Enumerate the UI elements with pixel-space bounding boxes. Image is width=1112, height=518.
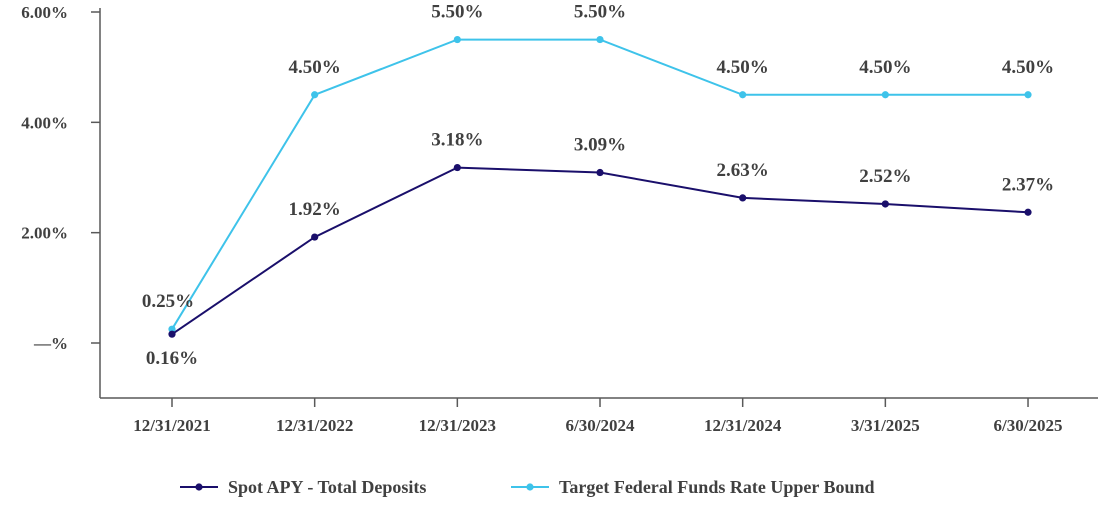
x-tick-label: 12/31/2024 (704, 416, 782, 435)
data-point (596, 168, 604, 177)
data-point (596, 35, 604, 44)
data-point (453, 163, 461, 172)
data-point (453, 35, 461, 44)
x-tick-label: 12/31/2023 (419, 416, 496, 435)
y-tick-label: 2.00% (21, 224, 68, 243)
series-line (171, 166, 1029, 336)
data-label: 4.50% (717, 57, 769, 78)
data-label: 5.50% (431, 2, 483, 23)
series-layer (168, 35, 1032, 338)
data-label: 0.16% (146, 348, 198, 369)
x-tick-label: 6/30/2024 (566, 416, 635, 435)
data-label: 2.37% (1002, 174, 1054, 195)
legend-swatch-marker (195, 483, 203, 491)
y-tick-label: 4.00% (21, 113, 68, 132)
x-tick-label: 6/30/2025 (994, 416, 1063, 435)
y-tick-label: 6.00% (21, 3, 68, 22)
y-tick-label: —% (33, 334, 68, 353)
legend-label: Target Federal Funds Rate Upper Bound (559, 477, 875, 497)
x-tick-label: 12/31/2022 (276, 416, 353, 435)
data-label: 2.63% (717, 160, 769, 181)
data-label: 4.50% (1002, 57, 1054, 78)
x-tick-label: 3/31/2025 (851, 416, 920, 435)
data-label: 0.25% (142, 291, 194, 312)
legend-label: Spot APY - Total Deposits (228, 477, 426, 497)
axes: —% 2.00% 4.00% 6.00% 12/31/2021 12/31/2022 12/… (21, 3, 1098, 435)
data-point (168, 330, 176, 338)
data-point (739, 194, 747, 202)
data-label: 3.09% (574, 135, 626, 156)
data-label: 4.50% (289, 57, 341, 78)
data-point (881, 91, 889, 99)
data-point (311, 233, 319, 241)
data-label: 2.52% (859, 166, 911, 187)
data-label: 3.18% (431, 130, 483, 151)
data-point (739, 91, 747, 99)
data-label: 1.92% (289, 199, 341, 220)
data-point (311, 91, 319, 99)
data-point (168, 325, 176, 333)
x-tick-label: 12/31/2021 (133, 416, 210, 435)
data-label: 5.50% (574, 2, 626, 23)
legend-swatch-marker (526, 483, 534, 491)
data-point (1024, 91, 1032, 99)
data-point (881, 200, 889, 208)
data-point (1024, 208, 1032, 216)
data-labels: 0.16% 1.92% 3.18% 3.09% 2.63% 2.52% 2.37% 0.25%… (142, 2, 1054, 370)
data-label: 4.50% (859, 57, 911, 78)
legend: Spot APY - Total Deposits Target Federal … (180, 477, 875, 497)
